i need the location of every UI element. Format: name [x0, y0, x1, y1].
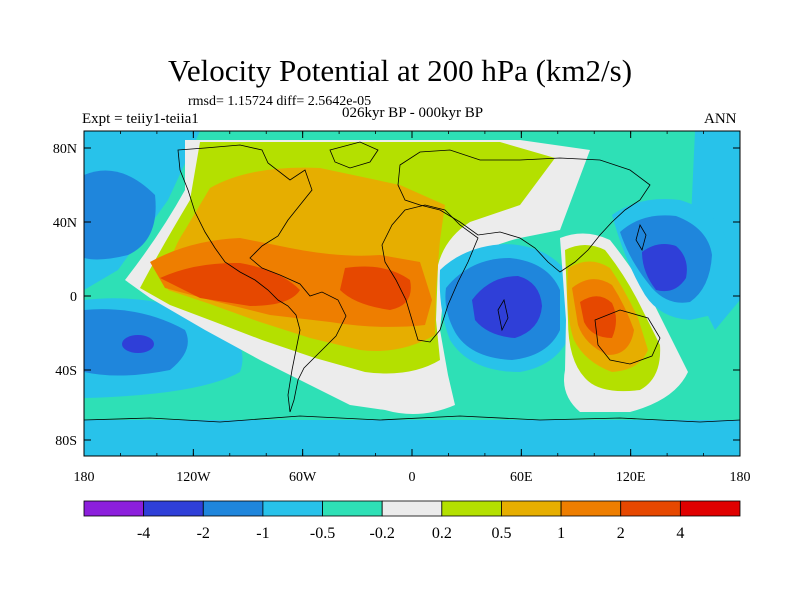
map-title: Velocity Potential at 200 hPa (km2/s)	[167, 53, 633, 88]
stats-label: rmsd= 1.15724 diff= 2.5642e-05	[188, 94, 372, 109]
colorbar-segment	[620, 500, 681, 517]
coastline-japan	[635, 223, 647, 252]
experiment-label: Expt = teiiy1-teiia1	[82, 111, 199, 127]
lat-tick-label: 80N	[53, 142, 77, 157]
axis-ticks	[83, 131, 741, 456]
colorbar-segment	[381, 500, 443, 517]
cell-neg2-south-pacific	[122, 335, 154, 353]
colorbar-segment	[322, 500, 383, 517]
colorbar-label: 0.2	[432, 525, 452, 542]
colorbar-label: 1	[557, 525, 565, 542]
colorbar-label: -2	[197, 525, 210, 542]
cell-pos2-maritime	[580, 296, 616, 338]
coastline-africa	[381, 204, 479, 343]
colorbar-segment	[262, 500, 323, 517]
colorbar-label: 4	[676, 525, 684, 542]
colorbar-label: -0.5	[310, 525, 335, 542]
colorbar-segment	[679, 500, 741, 517]
colorbar-segment	[560, 500, 622, 517]
colorbar-segment	[202, 500, 264, 517]
coastlines	[84, 141, 740, 423]
cell-neg2-indian-ocean	[472, 276, 542, 338]
lon-tick-label: 0	[409, 470, 416, 485]
lon-tick-label: 180	[74, 470, 95, 485]
colorbar-segment	[441, 500, 502, 517]
cell-pos2-west	[160, 262, 300, 306]
coastline-eurasia	[397, 149, 651, 273]
lat-tick-label: 80S	[55, 434, 77, 449]
colorbar-segment	[501, 500, 562, 517]
coastline-antarctica	[84, 415, 740, 423]
lat-tick-label: 0	[70, 290, 77, 305]
lat-tick-label: 40N	[53, 216, 77, 231]
colorbar-segment	[83, 500, 145, 517]
colorbar-label: 2	[617, 525, 625, 542]
period-label: 026kyr BP - 000kyr BP	[341, 105, 484, 121]
colorbar-label: -1	[256, 525, 269, 542]
lon-tick-label: 60W	[289, 470, 317, 485]
colorbar-label: -4	[137, 525, 150, 542]
colorbar-label: 0.5	[491, 525, 511, 542]
lon-tick-label: 60E	[510, 470, 533, 485]
coastline-americas	[177, 144, 347, 413]
lon-tick-label: 180	[730, 470, 751, 485]
axis-labels: 180 120W 60W 0 60E 120E 180 80N 40N 0 40S 80S	[53, 142, 751, 485]
season-label: ANN	[704, 111, 737, 127]
lon-tick-label: 120E	[616, 470, 646, 485]
coastline-madagascar	[497, 298, 509, 332]
contour-field	[84, 131, 740, 456]
coastline-greenland	[329, 141, 379, 169]
colorbar-segment	[143, 500, 204, 517]
cell-pos2-east	[340, 266, 411, 310]
lat-tick-label: 40S	[55, 364, 77, 379]
colorbar-label: -0.2	[370, 525, 395, 542]
coastline-australia	[594, 309, 661, 365]
band-neg05-antarctic	[84, 420, 740, 456]
lon-tick-label: 120W	[176, 470, 211, 485]
cell-neg2-west-pacific	[642, 244, 687, 292]
band-neg1-north-pacific	[84, 170, 156, 260]
colorbar: -4 -2 -1 -0.5 -0.2 0.2 0.5 1 2 4	[83, 500, 741, 542]
